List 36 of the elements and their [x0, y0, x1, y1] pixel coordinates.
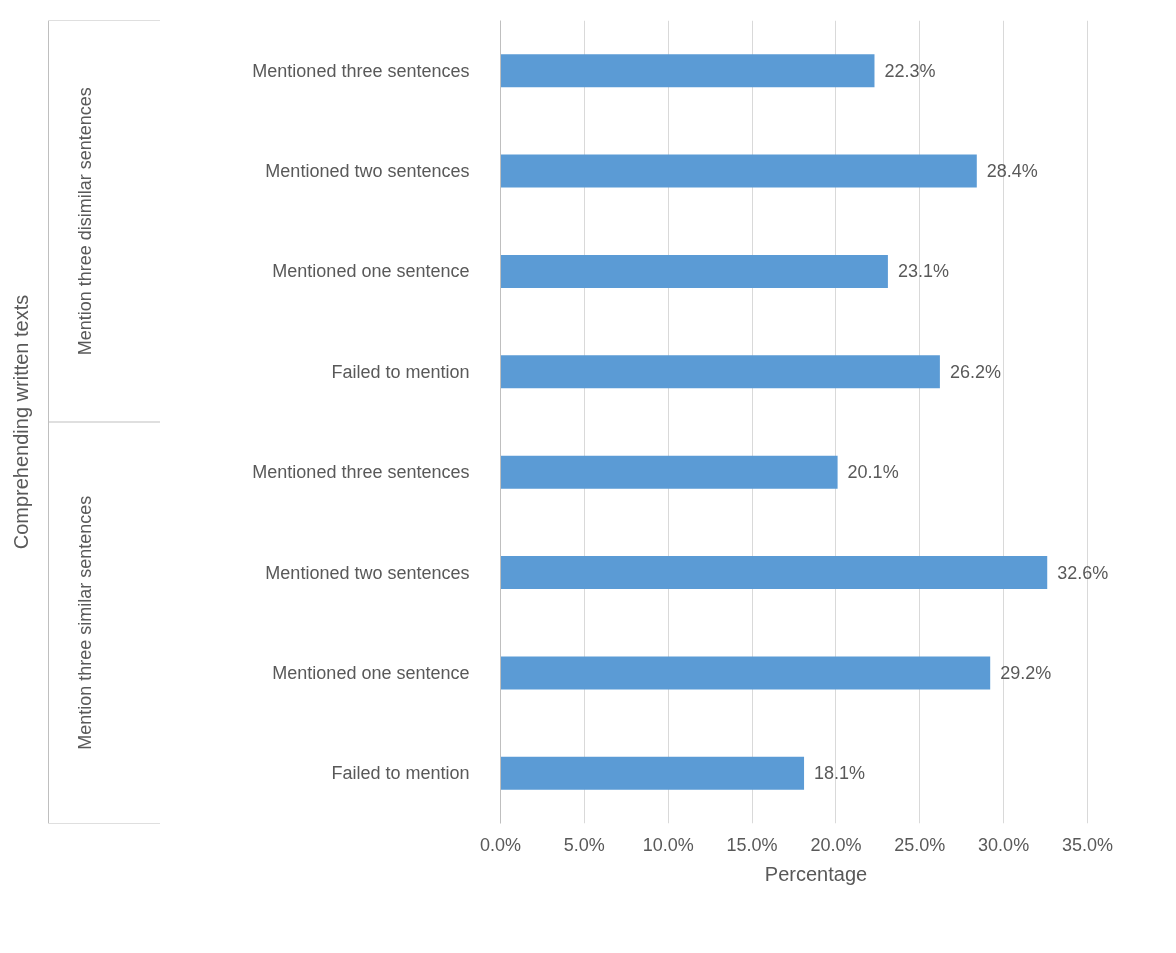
x-tick-label: 0.0%	[479, 834, 522, 855]
data-label: 28.4%	[986, 161, 1038, 182]
x-tick-label: 25.0%	[894, 834, 946, 855]
y-tick-label: Failed to mention	[331, 763, 470, 784]
x-tick-label: 35.0%	[1061, 834, 1113, 855]
y-tick-label: Mentioned three sentences	[252, 60, 470, 81]
bar	[500, 254, 888, 288]
text: Comprehending written texts	[9, 294, 32, 550]
bar	[500, 556, 1048, 590]
data-label: 32.6%	[1057, 562, 1109, 583]
data-label: 22.3%	[884, 60, 936, 81]
bar	[500, 355, 940, 389]
bar	[500, 656, 991, 690]
data-label: 26.2%	[949, 361, 1001, 382]
bar	[500, 455, 838, 489]
text: Mention three disimilar sentences	[74, 87, 95, 356]
x-tick-label: 20.0%	[810, 834, 862, 855]
text: Mention three similar sentences	[74, 495, 95, 750]
y-tick-label: Mentioned one sentence	[272, 662, 470, 683]
data-label: 29.2%	[1000, 662, 1052, 683]
bar	[500, 756, 805, 790]
data-label: 18.1%	[814, 763, 866, 784]
y-tick-label: Mentioned two sentences	[265, 562, 470, 583]
x-tick-label: 15.0%	[726, 834, 778, 855]
data-label: 20.1%	[847, 462, 899, 483]
y-tick-label: Mentioned three sentences	[252, 462, 470, 483]
x-tick-label: 5.0%	[563, 834, 605, 855]
data-label: 23.1%	[897, 261, 949, 282]
x-tick-label: 10.0%	[642, 834, 694, 855]
bar	[500, 54, 875, 88]
y-tick-label: Mentioned one sentence	[272, 261, 470, 282]
y-tick-label: Mentioned two sentences	[265, 161, 470, 182]
x-axis-title: Percentage	[764, 862, 868, 885]
x-tick-label: 30.0%	[978, 834, 1030, 855]
bar	[500, 154, 977, 188]
y-tick-label: Failed to mention	[331, 361, 470, 382]
